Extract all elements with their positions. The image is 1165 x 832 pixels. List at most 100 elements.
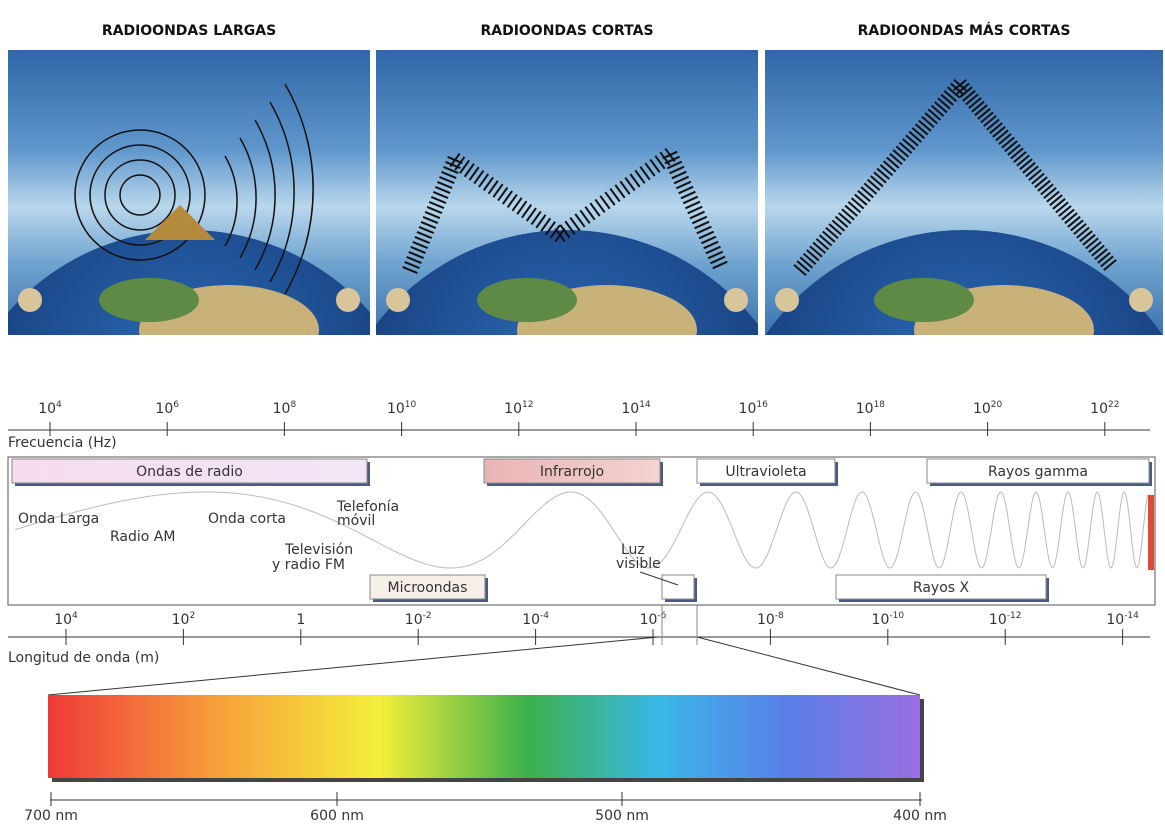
antenna [18,288,42,312]
tick-base: 10 [872,612,890,628]
tick-base: 10 [621,401,639,417]
tick-label: 1016 [739,400,769,417]
visible-spectrum [48,695,920,778]
band [662,575,694,599]
panels: RADIOONDAS LARGAS RADIOONDAS CORTAS RADIOO… [0,22,1165,710]
band-label: Infrarrojo [540,464,604,480]
tick-label: 1010 [387,400,417,417]
axis-label: Frecuencia (Hz) [8,435,117,451]
tick-label: 1 [296,612,305,628]
tick-base: 10 [38,401,56,417]
nm-label: 700 nm [24,808,78,824]
tick-label: 108 [273,400,297,417]
tick-exponent: 20 [991,400,1003,410]
tick-label: 104 [54,611,78,628]
panel [327,50,807,710]
wave-label: Radio AM [110,529,175,545]
tick-exponent: 10 [405,400,417,410]
tick-base: 10 [856,401,874,417]
band-label: Rayos X [913,580,970,596]
tick-exponent: 8 [290,400,296,410]
antenna [1129,288,1153,312]
tick-label: 1022 [1090,400,1119,417]
tick-label: 102 [172,611,196,628]
tick-exponent: 4 [56,400,62,410]
tick-base: 10 [757,612,775,628]
tick-exponent: -12 [1007,611,1022,621]
band-label: Ultravioleta [725,464,806,480]
wave-label: visible [616,556,661,572]
tick-label: 10-8 [757,611,784,628]
tick-label: 10-10 [872,611,905,628]
tick-exponent: 22 [1108,400,1119,410]
antenna [336,288,360,312]
land [477,278,577,322]
tick-base: 10 [1106,612,1124,628]
spectrum-infographic: RADIOONDAS LARGAS RADIOONDAS CORTAS RADIOO… [0,0,1165,828]
wave-label: móvil [337,513,375,529]
panel-title: RADIOONDAS CORTAS [480,23,653,39]
tick-label: 10-2 [405,611,432,628]
tick-exponent: 18 [874,400,886,410]
tick-base: 10 [504,401,522,417]
tick-base: 10 [387,401,405,417]
zoom-line [48,637,658,695]
band-label: Rayos gamma [988,464,1088,480]
tick-base: 1 [296,612,305,628]
tick-label: 1018 [856,400,886,417]
wave-label: y radio FM [272,557,345,573]
tick-base: 10 [1090,401,1108,417]
antenna [775,288,799,312]
tick-exponent: 6 [173,400,179,410]
tick-base: 10 [54,612,72,628]
tick-label: 10-4 [522,611,549,628]
tick-base: 10 [989,612,1007,628]
land [99,278,199,322]
tick-exponent: 16 [756,400,768,410]
tick-exponent: -10 [889,611,904,621]
wave-label: Onda Larga [18,511,99,527]
tick-exponent: -2 [423,611,432,621]
tick-base: 10 [973,401,991,417]
tick-exponent: 4 [72,611,78,621]
tick-label: 104 [38,400,62,417]
land [874,278,974,322]
tick-base: 10 [405,612,423,628]
tick-base: 10 [155,401,173,417]
wave-label: Televisión [284,542,353,558]
tick-exponent: -8 [775,611,784,621]
tick-exponent: 2 [189,611,195,621]
tick-label: 1012 [504,400,533,417]
tick-exponent: -4 [540,611,549,621]
nm-label: 600 nm [310,808,364,824]
nm-label: 400 nm [893,808,947,824]
tick-exponent: -14 [1124,611,1139,621]
tick-label: 1020 [973,400,1003,417]
axis-label: Longitud de onda (m) [8,650,159,666]
tick-base: 10 [522,612,540,628]
tick-label: 10-14 [1106,611,1139,628]
panel-title: RADIOONDAS MÁS CORTAS [858,22,1071,39]
panel [724,50,1165,710]
tick-label: 106 [155,400,179,417]
tick-label: 10-6 [640,611,667,628]
band-label: Microondas [388,580,468,596]
gamma-end [1148,495,1154,570]
tick-base: 10 [640,612,658,628]
panel-title: RADIOONDAS LARGAS [102,23,276,39]
tick-base: 10 [273,401,291,417]
panel [0,50,429,710]
wave-label: Onda corta [208,511,286,527]
band-label: Ondas de radio [136,464,243,480]
tick-label: 1014 [621,400,651,417]
antenna [386,288,410,312]
zoom-line [697,637,920,695]
tick-exponent: 12 [522,400,533,410]
nm-label: 500 nm [595,808,649,824]
tick-label: 10-12 [989,611,1022,628]
tick-base: 10 [739,401,757,417]
tick-exponent: 14 [639,400,651,410]
antenna [724,288,748,312]
tick-base: 10 [172,612,190,628]
spectrum-diagram: 1041061081010101210141016101810201022Fre… [8,400,1155,824]
